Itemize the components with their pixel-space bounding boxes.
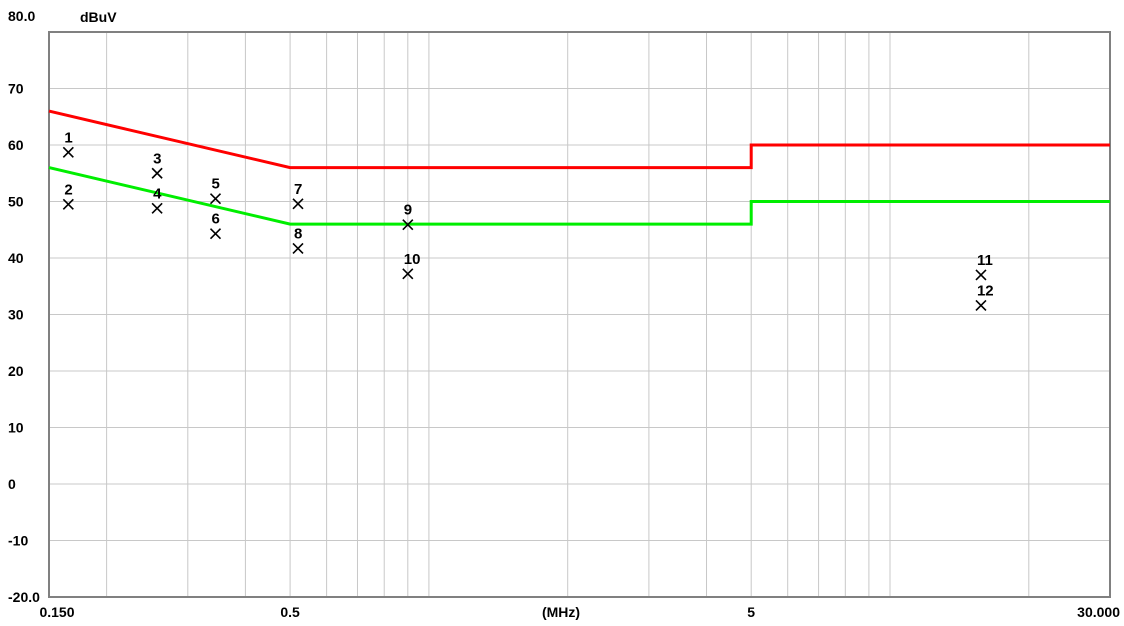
marker-1: 1 [62,129,74,158]
marker-label: 7 [294,181,302,198]
marker-10: 10 [402,251,421,280]
y-tick-label: 60 [8,137,24,153]
marker-cross [62,198,74,210]
y-tick-labels: 80.0 70 60 50 40 30 20 10 0 -10 -20.0 [8,8,40,605]
marker-label: 8 [294,225,302,242]
y-tick-label: 30 [8,307,24,323]
y-tick-label: -10 [8,533,28,549]
marker-cross [151,202,163,214]
marker-cross [209,228,222,240]
marker-11: 11 [975,252,993,281]
marker-cross [209,193,222,205]
x-tick-label: 0.5 [280,604,300,620]
marker-label: 11 [977,252,993,269]
marker-label: 5 [212,176,220,193]
y-tick-label: 20 [8,363,24,379]
marker-7: 7 [292,181,304,210]
plot-frame [48,31,1111,598]
x-tick-label: 30.000 [1077,604,1120,620]
marker-9: 9 [402,202,414,231]
limit-lines [48,109,1110,226]
marker-5: 5 [209,176,222,205]
marker-3: 3 [151,150,163,179]
marker-cross [975,299,987,312]
marker-cross [62,146,74,158]
marker-cross [292,198,304,210]
y-tick-label: -20.0 [8,589,40,605]
marker-12: 12 [975,282,994,312]
marker-cross [292,242,304,254]
x-tick-labels: 0.150 0.5 5 30.000 [39,604,1120,620]
y-tick-label: 0 [8,476,16,492]
marker-6: 6 [209,211,222,240]
y-tick-label: 70 [8,81,24,97]
marker-label: 3 [153,150,161,167]
grid [49,32,1110,597]
y-tick-label: 80.0 [8,8,35,24]
marker-cross [402,268,414,280]
marker-label: 9 [404,202,412,219]
y-tick-label: 10 [8,420,24,436]
x-tick-label: 5 [747,604,755,620]
y-tick-label: 40 [8,250,24,266]
marker-cross [151,167,163,179]
marker-label: 6 [212,211,220,228]
marker-label: 12 [977,282,994,299]
marker-8: 8 [292,225,304,254]
marker-label: 4 [153,185,162,202]
y-unit-label: dBuV [80,9,117,25]
x-unit-label: (MHz) [542,604,580,620]
marker-4: 4 [151,185,163,214]
marker-label: 2 [64,181,72,198]
limit-line-red [48,109,1110,170]
limit-line-green [48,166,1110,226]
marker-cross [402,219,414,231]
x-tick-label: 0.150 [39,604,74,620]
y-tick-label: 50 [8,194,24,210]
marker-2: 2 [62,181,74,210]
marker-label: 10 [404,251,421,268]
marker-label: 1 [64,129,72,146]
marker-cross [975,269,987,281]
